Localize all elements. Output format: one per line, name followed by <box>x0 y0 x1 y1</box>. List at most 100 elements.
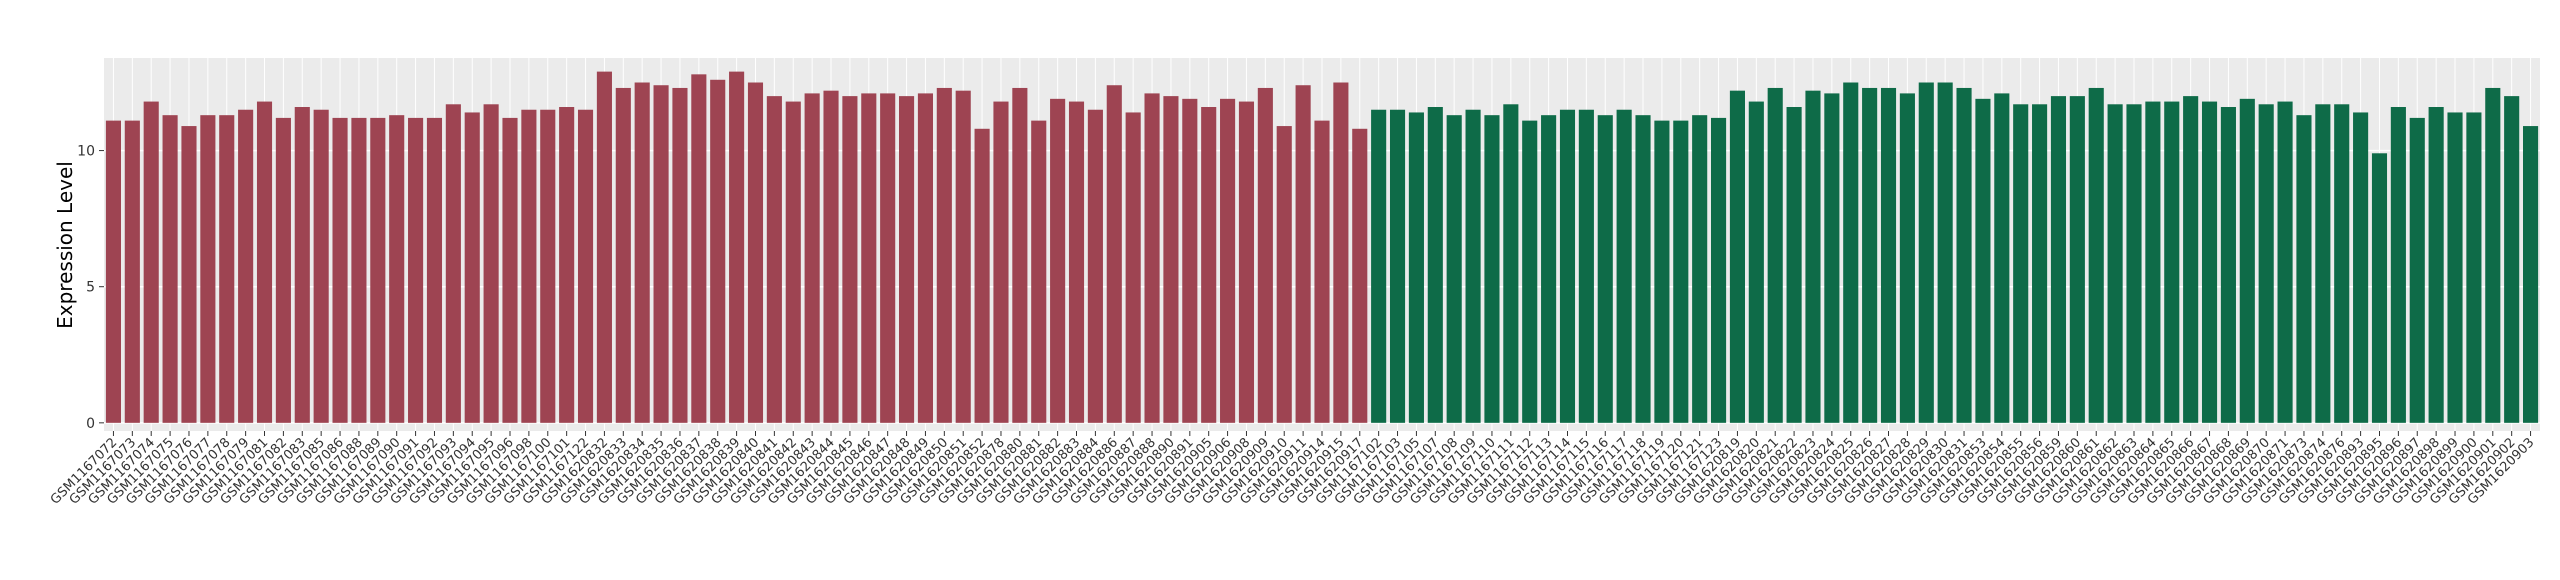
bar <box>540 109 556 423</box>
bar <box>1144 93 1160 423</box>
bar <box>899 96 915 423</box>
bar <box>2069 96 2085 423</box>
bar <box>1201 107 1217 423</box>
bar <box>2353 112 2369 423</box>
bar <box>1824 93 1840 423</box>
bar <box>1408 112 1424 423</box>
bar <box>1937 82 1953 423</box>
bar <box>408 117 424 423</box>
y-tick-label: 10 <box>77 144 95 160</box>
bar <box>672 87 688 423</box>
bar <box>936 87 952 423</box>
bar <box>729 71 745 423</box>
bar <box>1899 93 1915 423</box>
bar <box>483 104 499 423</box>
bar <box>1843 82 1859 423</box>
bar <box>2296 115 2312 423</box>
bar <box>1767 87 1783 423</box>
bar <box>1805 90 1821 423</box>
bar <box>1257 87 1273 423</box>
bar <box>1295 85 1311 423</box>
bar <box>1163 96 1179 423</box>
bar <box>880 93 896 423</box>
bar <box>294 107 310 423</box>
bar <box>615 87 631 423</box>
bar <box>861 93 877 423</box>
bar <box>1087 109 1103 423</box>
bar <box>1541 115 1557 423</box>
bar <box>559 107 575 423</box>
bar <box>105 120 121 423</box>
bar <box>2239 98 2255 423</box>
bar <box>1446 115 1462 423</box>
bar <box>502 117 518 423</box>
bar <box>1352 128 1368 423</box>
bar <box>596 71 612 423</box>
bar <box>1031 120 1047 423</box>
bar <box>1559 109 1576 423</box>
bar <box>955 90 971 423</box>
bar <box>1654 120 1670 423</box>
bar <box>2428 107 2444 423</box>
bar <box>1503 104 1519 423</box>
bar <box>2183 96 2199 423</box>
bar <box>1635 115 1651 423</box>
bar <box>426 117 443 423</box>
bar <box>1994 93 2010 423</box>
bar <box>653 85 669 423</box>
bar <box>1333 82 1349 423</box>
bar <box>1068 101 1085 423</box>
bar <box>2088 87 2104 423</box>
bar <box>2258 104 2274 423</box>
bar <box>2013 104 2029 423</box>
bar <box>2409 117 2425 423</box>
bar <box>2277 101 2293 423</box>
bar <box>1238 101 1255 423</box>
bar <box>2447 112 2463 423</box>
bar <box>747 82 764 423</box>
bar <box>200 115 216 423</box>
bar <box>2164 101 2180 423</box>
bar <box>1616 109 1632 423</box>
bar <box>766 96 782 423</box>
bar <box>1465 109 1481 423</box>
bar <box>2126 104 2142 423</box>
bar <box>1050 98 1066 423</box>
bar <box>2523 126 2539 423</box>
bar <box>124 120 140 423</box>
y-tick-label: 0 <box>86 416 95 432</box>
bar <box>2371 153 2388 423</box>
bar <box>2334 104 2350 423</box>
bar <box>162 115 178 423</box>
y-tick-label: 5 <box>86 280 95 296</box>
bar <box>1597 115 1613 423</box>
y-axis-title: Expression Level <box>53 161 77 329</box>
bar <box>710 79 726 423</box>
bar <box>256 101 273 423</box>
bar <box>521 109 537 423</box>
bar <box>577 109 594 423</box>
bar <box>238 109 254 423</box>
bar <box>1578 109 1594 423</box>
bar <box>332 117 348 423</box>
bar <box>1484 115 1500 423</box>
bar <box>691 74 707 423</box>
bar <box>143 101 159 423</box>
bar <box>804 93 820 423</box>
bar <box>1692 115 1708 423</box>
bar <box>464 112 480 423</box>
bar <box>2504 96 2520 423</box>
bar <box>1427 107 1443 423</box>
bar <box>2145 101 2161 423</box>
bar <box>370 117 386 423</box>
bar <box>1956 87 1972 423</box>
bar <box>974 128 990 423</box>
bar <box>2107 104 2123 423</box>
bar <box>1220 98 1236 423</box>
bar <box>219 115 235 423</box>
bar <box>1862 87 1878 423</box>
bar <box>634 82 650 423</box>
bar <box>1880 87 1897 423</box>
bar <box>2050 96 2067 423</box>
